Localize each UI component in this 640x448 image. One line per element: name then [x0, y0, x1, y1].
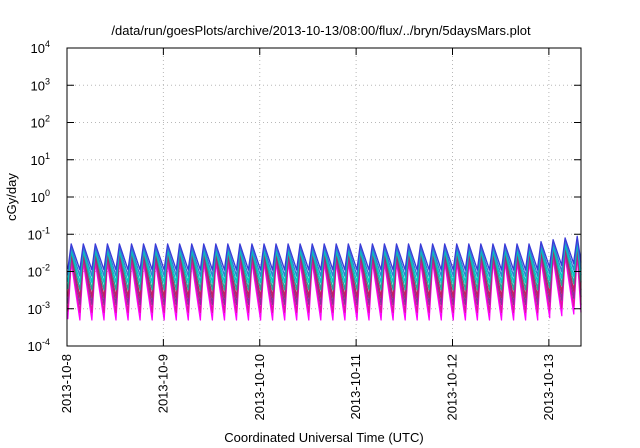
x-axis-label: Coordinated Universal Time (UTC)	[224, 430, 423, 445]
grid	[67, 48, 581, 346]
x-tick-label: 2013-10-13	[541, 354, 556, 421]
y-axis-label: cGy/day	[4, 173, 19, 221]
x-tick-label: 2013-10-9	[155, 354, 170, 413]
y-tick-label: 101	[31, 151, 50, 168]
y-axis: 10-4 10-3 10-2 10-1 100 101 102 103 104	[28, 39, 581, 354]
y-tick-label: 102	[31, 114, 50, 131]
x-tick-label: 2013-10-10	[252, 354, 267, 421]
series-line-7	[67, 235, 582, 271]
series-group	[67, 235, 582, 321]
y-tick-label: 10-1	[28, 225, 50, 242]
y-tick-label: 10-4	[28, 337, 50, 354]
y-tick-label: 10-2	[28, 263, 50, 280]
chart-title: /data/run/goesPlots/archive/2013-10-13/0…	[111, 23, 531, 38]
x-tick-label: 2013-10-12	[445, 354, 460, 421]
x-tick-label: 2013-10-11	[348, 354, 363, 420]
y-tick-label: 10-3	[28, 300, 50, 317]
y-tick-label: 103	[31, 76, 50, 93]
y-tick-label: 104	[31, 39, 50, 56]
x-axis: 2013-10-8 2013-10-9 2013-10-10 2013-10-11 20…	[59, 48, 556, 421]
x-tick-label: 2013-10-8	[59, 354, 74, 413]
y-tick-label: 100	[31, 188, 50, 205]
